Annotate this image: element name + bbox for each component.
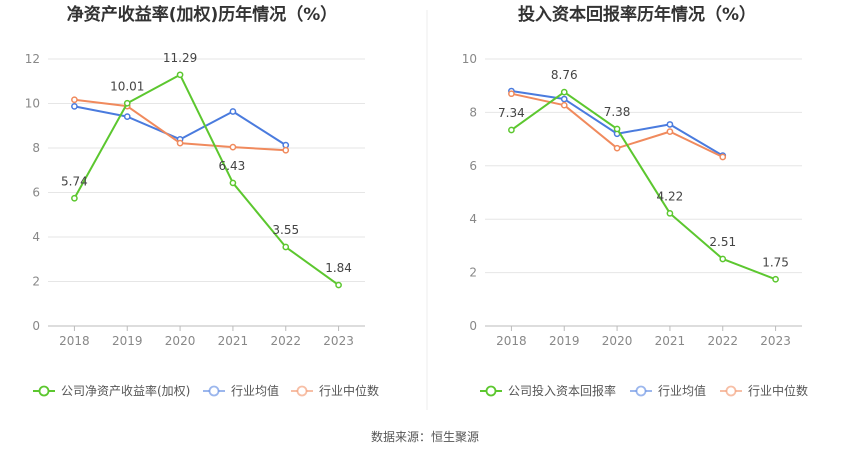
- y-tick-label: 4: [469, 212, 477, 226]
- y-tick-label: 12: [25, 52, 40, 66]
- data-point: [666, 209, 674, 217]
- x-tick-label: 2019: [549, 334, 580, 348]
- x-tick-label: 2021: [218, 334, 249, 348]
- chart-title: 净资产收益率(加权)历年情况（%）: [67, 4, 338, 25]
- x-tick-label: 2019: [112, 334, 143, 348]
- data-point: [560, 101, 568, 109]
- data-point: [229, 143, 237, 151]
- data-point: [282, 243, 290, 251]
- x-tick-label: 2022: [707, 334, 738, 348]
- legend-label: 行业均值: [231, 383, 279, 398]
- data-label: 10.01: [110, 79, 144, 93]
- data-point: [560, 88, 568, 96]
- data-label: 11.29: [163, 51, 197, 65]
- data-label: 5.74: [61, 174, 88, 188]
- x-tick-label: 2022: [270, 334, 301, 348]
- data-label: 2.51: [709, 235, 736, 249]
- data-label: 4.22: [657, 189, 684, 203]
- data-point: [772, 275, 779, 283]
- series-line-0: [73, 73, 340, 286]
- x-tick-label: 2020: [602, 334, 633, 348]
- data-label: 1.84: [325, 261, 352, 275]
- y-tick-label: 2: [469, 266, 477, 280]
- source-note: 数据来源：恒生聚源: [370, 430, 479, 444]
- x-tick-label: 2018: [59, 334, 90, 348]
- data-point: [229, 108, 237, 115]
- y-tick-label: 8: [32, 141, 40, 155]
- legend-swatch-marker: [725, 385, 737, 397]
- y-tick-label: 6: [32, 186, 40, 200]
- legend-swatch-marker: [485, 385, 497, 397]
- legend-swatch-marker: [38, 385, 50, 397]
- x-tick-label: 2018: [496, 334, 527, 348]
- data-point: [71, 103, 78, 110]
- data-point: [613, 144, 621, 152]
- legend-label: 行业中位数: [748, 383, 808, 398]
- data-point: [719, 255, 727, 263]
- y-tick-label: 0: [32, 319, 40, 333]
- data-point: [123, 113, 131, 120]
- legend-label: 行业均值: [658, 383, 706, 398]
- data-point: [335, 281, 342, 289]
- x-tick-label: 2020: [165, 334, 196, 348]
- data-point: [666, 128, 674, 135]
- data-point: [560, 95, 568, 103]
- data-point: [508, 126, 515, 134]
- legend-swatch-marker: [296, 385, 308, 397]
- legend-label: 公司投入资本回报率: [508, 383, 616, 398]
- data-label: 7.34: [498, 106, 525, 120]
- data-point: [123, 99, 131, 107]
- data-label: 3.55: [272, 223, 299, 237]
- data-label: 1.75: [762, 255, 789, 269]
- y-tick-label: 6: [469, 159, 477, 173]
- x-tick-label: 2023: [760, 334, 791, 348]
- data-point: [508, 90, 515, 98]
- chart-title: 投入资本回报率历年情况（%）: [518, 4, 756, 25]
- data-point: [613, 125, 621, 133]
- legend-swatch-marker: [635, 385, 647, 397]
- data-point: [229, 179, 237, 187]
- data-label: 6.43: [219, 159, 246, 173]
- y-tick-label: 2: [32, 275, 40, 289]
- data-label: 8.76: [551, 68, 578, 82]
- data-point: [666, 121, 674, 128]
- legend-label: 公司净资产收益率(加权): [61, 383, 190, 398]
- data-point: [176, 71, 184, 79]
- y-tick-label: 0: [469, 319, 477, 333]
- y-tick-label: 10: [462, 52, 477, 66]
- x-tick-label: 2023: [323, 334, 354, 348]
- x-tick-label: 2021: [655, 334, 686, 348]
- data-point: [176, 139, 184, 147]
- legend-label: 行业中位数: [319, 383, 379, 398]
- series-line-0: [510, 91, 776, 281]
- legend-swatch-marker: [208, 385, 220, 397]
- data-point: [71, 194, 78, 202]
- y-tick-label: 8: [469, 105, 477, 119]
- data-point: [719, 153, 727, 161]
- data-point: [71, 96, 78, 104]
- data-label: 7.38: [604, 105, 631, 119]
- data-point: [282, 146, 290, 154]
- y-tick-label: 10: [25, 97, 40, 111]
- y-tick-label: 4: [32, 230, 40, 244]
